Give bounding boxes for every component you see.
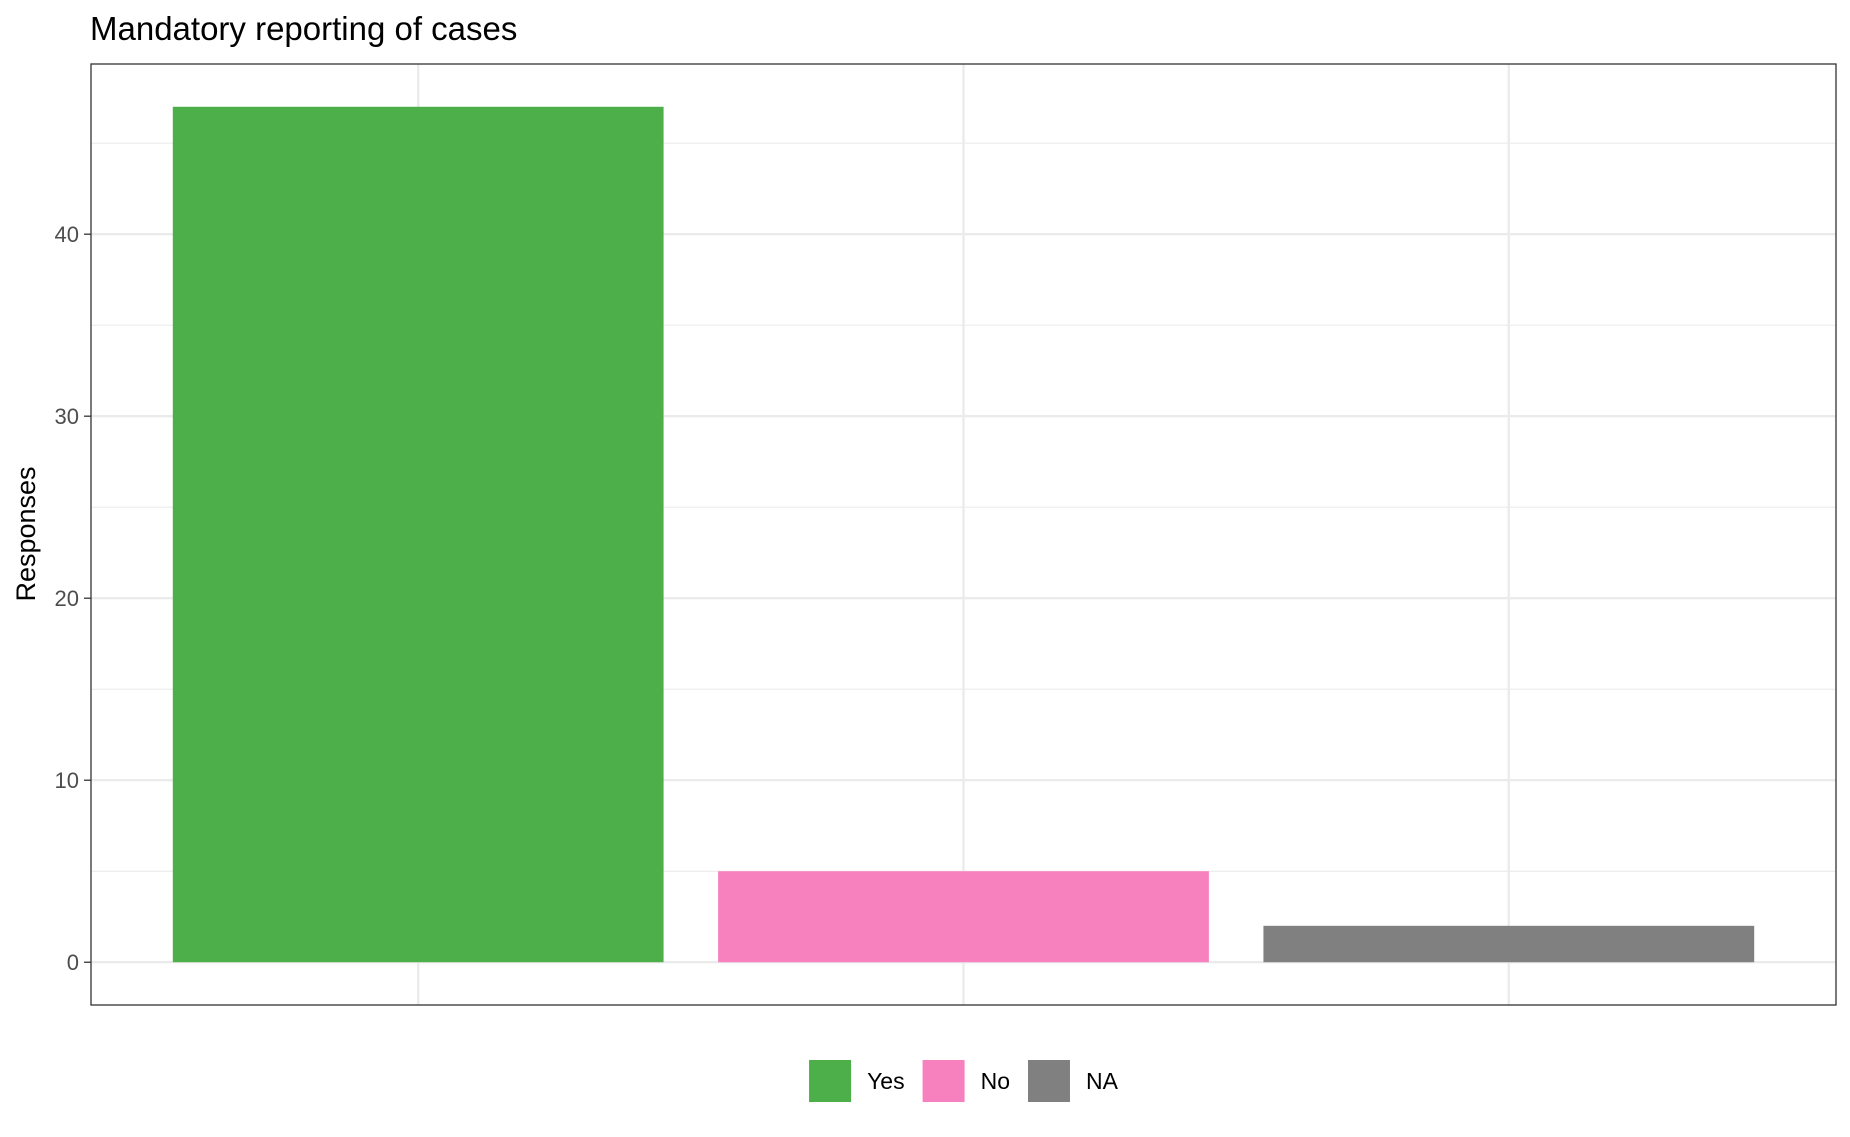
bars [172, 106, 1755, 963]
y-axis-label: Responses [11, 466, 41, 601]
legend-label-yes: Yes [867, 1068, 905, 1094]
bar-no [718, 871, 1209, 963]
plot-border [90, 63, 1837, 1006]
y-tick-label: 20 [55, 586, 79, 611]
legend-key-na [1027, 1060, 1070, 1102]
y-tick-label: 0 [67, 950, 79, 975]
y-tick-label: 10 [55, 768, 79, 793]
legend-key-no [922, 1060, 965, 1102]
chart-title: Mandatory reporting of cases [90, 10, 517, 47]
legend-label-na: NA [1086, 1068, 1119, 1094]
bar-na [1263, 925, 1755, 963]
bar-yes [172, 106, 664, 963]
legend-label-no: No [981, 1068, 1010, 1094]
y-axis-ticks: 0 10 20 30 40 [55, 222, 91, 975]
y-tick-label: 30 [55, 404, 79, 429]
legend-key-yes [809, 1060, 852, 1102]
legend: Yes No NA [809, 1060, 1119, 1102]
y-tick-label: 40 [55, 222, 79, 247]
